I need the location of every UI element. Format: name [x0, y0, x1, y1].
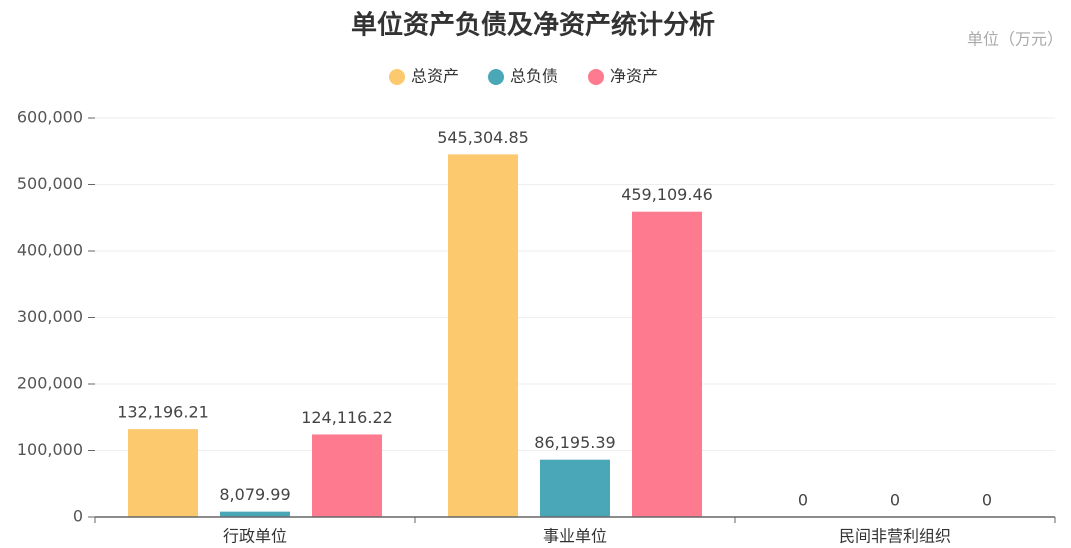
value-label: 124,116.22	[301, 408, 393, 427]
bar	[540, 459, 610, 517]
value-label: 545,304.85	[437, 128, 529, 147]
value-label: 0	[798, 491, 808, 510]
y-tick-label: 100,000	[17, 440, 83, 459]
y-tick-label: 600,000	[17, 108, 83, 127]
value-label: 132,196.21	[117, 403, 209, 422]
value-label: 86,195.39	[534, 433, 615, 452]
bar	[312, 434, 382, 517]
y-tick-label: 500,000	[17, 174, 83, 193]
bar	[220, 511, 290, 517]
legend-marker	[389, 69, 405, 85]
bar	[632, 211, 702, 518]
legend-label: 总负债	[510, 67, 558, 86]
legend-label: 总资产	[411, 67, 459, 86]
legend-label: 净资产	[610, 67, 658, 86]
value-label: 459,109.46	[621, 185, 713, 204]
y-tick-label: 200,000	[17, 374, 83, 393]
y-tick-label: 300,000	[17, 307, 83, 326]
unit-label: 单位（万元）	[967, 30, 1063, 49]
chart-title: 单位资产负债及净资产统计分析	[351, 10, 715, 41]
value-label: 8,079.99	[219, 485, 290, 504]
legend-marker	[588, 69, 604, 85]
y-tick-label: 400,000	[17, 241, 83, 260]
bar	[448, 154, 518, 518]
legend-marker	[488, 69, 504, 85]
value-label: 0	[982, 491, 992, 510]
value-label: 0	[890, 491, 900, 510]
bar	[128, 429, 198, 517]
y-tick-label: 0	[73, 507, 83, 526]
x-tick-label: 事业单位	[543, 527, 607, 546]
x-tick-label: 行政单位	[223, 527, 287, 546]
x-tick-label: 民间非营利组织	[839, 527, 951, 546]
